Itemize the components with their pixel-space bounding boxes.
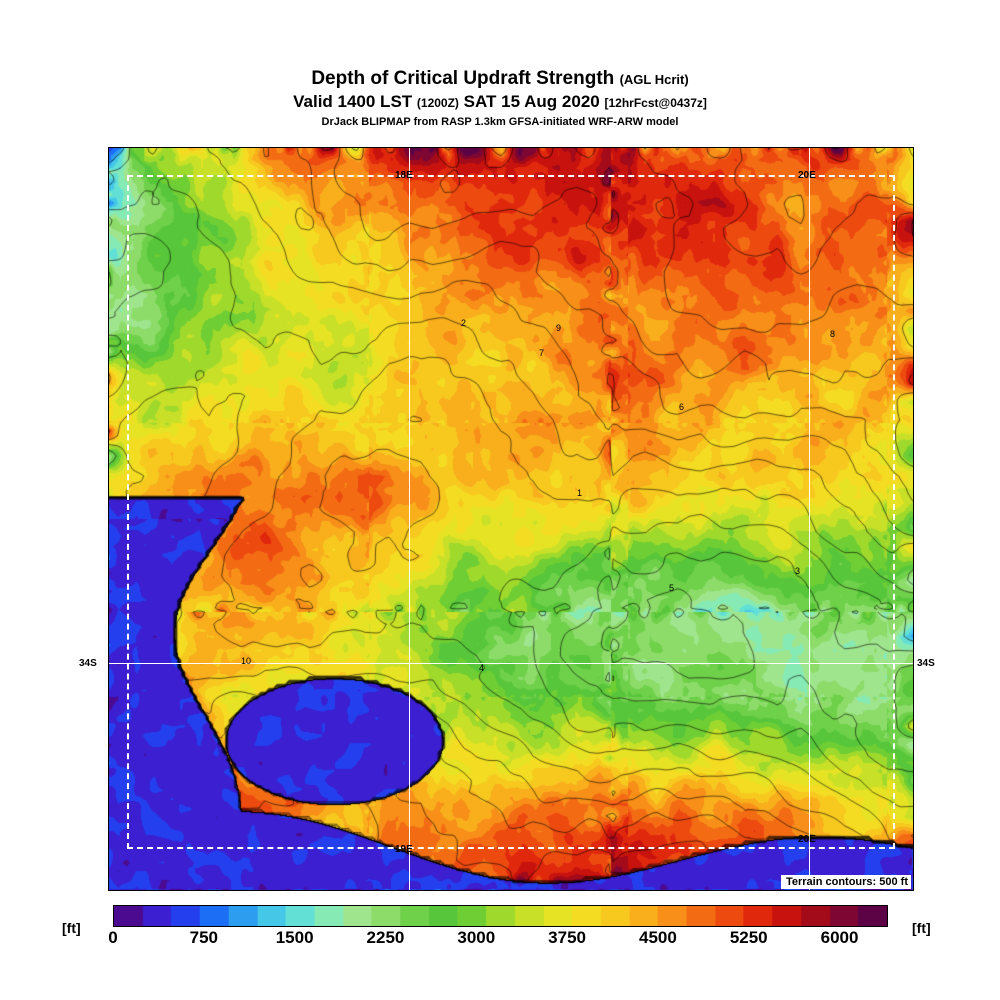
graticule-label-0: 18E <box>395 170 413 181</box>
chart-title-primary: Depth of Critical Updraft Strength (AGL … <box>0 68 1000 91</box>
colorbar-tick-2250: 2250 <box>366 928 405 947</box>
colorbar-tick-3000: 3000 <box>457 928 496 947</box>
site-marker-9: 9 <box>556 323 562 333</box>
colorbar-tick-1500: 1500 <box>275 928 314 947</box>
graticule-label-2: 19E <box>395 844 413 855</box>
site-marker-6: 6 <box>679 402 685 412</box>
site-marker-3: 3 <box>795 566 801 576</box>
colorbar-tick-750: 750 <box>189 928 218 947</box>
site-marker-5: 5 <box>669 583 675 593</box>
graticule-line-lon-18E <box>409 148 410 890</box>
colorbar-unit-right: [ft] <box>912 920 931 936</box>
colorbar-tick-6000: 6000 <box>820 928 859 947</box>
site-marker-1: 1 <box>577 488 583 498</box>
forecast-run-label: [12hrFcst@0437z] <box>604 96 707 110</box>
valid-time-zulu: (1200Z) <box>416 96 459 110</box>
colorbar-unit-left: [ft] <box>62 920 81 936</box>
graticule-label-3: 20E <box>798 834 816 845</box>
map-plot-area[interactable]: 18E 20E 19E 20E 9 2 7 8 6 1 3 5 10 4 Ter… <box>108 147 914 891</box>
lat-label-left-34S: 34S <box>79 658 97 669</box>
valid-date-label: SAT 15 Aug 2020 <box>463 92 600 111</box>
graticule-line-lon-20E <box>809 148 810 890</box>
site-marker-4: 4 <box>479 663 485 673</box>
chart-title-block: Depth of Critical Updraft Strength (AGL … <box>0 68 1000 130</box>
heatmap-canvas <box>109 148 913 890</box>
colorbar-tick-4500: 4500 <box>639 928 677 947</box>
terrain-contour-note: Terrain contours: 500 ft <box>780 875 911 889</box>
site-marker-8: 8 <box>830 329 836 339</box>
chart-title-main: Depth of Critical Updraft Strength <box>311 68 615 89</box>
colorbar-tick-3750: 3750 <box>548 928 587 947</box>
chart-source-line: DrJack BLIPMAP from RASP 1.3km GFSA-init… <box>321 116 679 128</box>
graticule-label-1: 20E <box>798 170 816 181</box>
chart-title-parameter: (AGL Hcrit) <box>619 72 689 87</box>
colorbar-gradient <box>113 905 888 927</box>
site-marker-7: 7 <box>539 348 545 358</box>
chart-title-validtime: Valid 1400 LST (1200Z) SAT 15 Aug 2020 [… <box>0 91 1000 114</box>
colorbar-tick-0: 0 <box>108 928 118 947</box>
valid-time-label: Valid 1400 LST <box>293 92 413 111</box>
site-marker-10: 10 <box>241 656 252 666</box>
graticule-line-lat-34S <box>109 663 913 664</box>
site-marker-2: 2 <box>461 318 467 328</box>
colorbar-tick-labels: 0 750 1500 2250 3000 3750 4500 5250 6000 <box>108 928 888 950</box>
lat-label-right-34S: 34S <box>917 658 935 669</box>
colorbar-tick-5250: 5250 <box>729 928 768 947</box>
colorbar-legend: [ft] [ft] 0 750 1500 2250 3000 3750 4500 5250 60… <box>0 900 1000 955</box>
